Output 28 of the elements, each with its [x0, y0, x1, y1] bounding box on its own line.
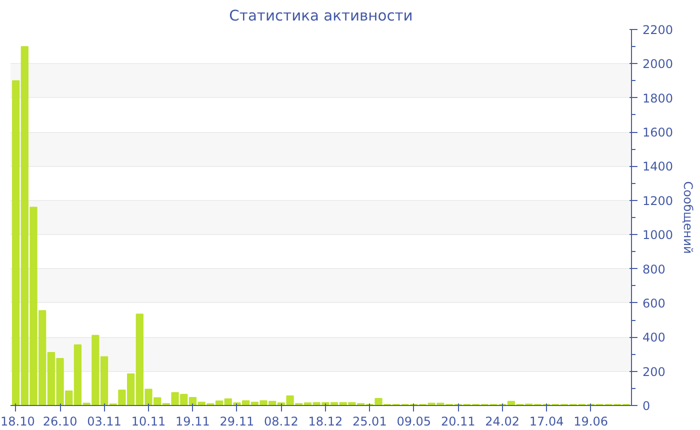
y-tick-label: 1800: [642, 91, 674, 106]
x-tick-label: 29.11: [220, 414, 254, 428]
x-tick-label: 18.10: [0, 414, 35, 428]
y-tick-label: 800: [642, 262, 666, 276]
x-tick-label: 10.11: [131, 414, 166, 428]
y-axis-title: Сообщений: [681, 181, 696, 254]
y-tick-label: 2000: [642, 57, 674, 72]
x-tick-label: 19.06: [574, 414, 608, 428]
y-tick-label: 1400: [642, 160, 674, 174]
x-tick-label: 09.05: [396, 414, 432, 428]
x-tick-label: 03.11: [87, 414, 122, 428]
y-tick-label: 400: [642, 330, 666, 345]
y-tick-label: 0: [642, 399, 650, 413]
x-tick-label: 08.12: [264, 414, 298, 428]
x-tick-label: 25.01: [352, 414, 387, 428]
chart-title: Статистика активности: [229, 8, 413, 24]
y-tick-label: 600: [642, 296, 666, 310]
y-tick-label: 200: [642, 364, 666, 379]
x-tick-label: 17.04: [529, 414, 564, 428]
y-tick-label: 1000: [642, 228, 674, 242]
x-tick-label: 24.02: [485, 414, 520, 428]
y-tick-label: 1200: [642, 194, 674, 208]
x-tick-label: 19.11: [176, 414, 210, 428]
y-tick-label: 1600: [642, 126, 674, 140]
x-tick-label: 18.12: [308, 414, 343, 428]
x-tick-label: 26.10: [42, 414, 78, 428]
x-tick-label: 20.11: [440, 414, 476, 428]
y-tick-label: 2200: [642, 23, 674, 37]
